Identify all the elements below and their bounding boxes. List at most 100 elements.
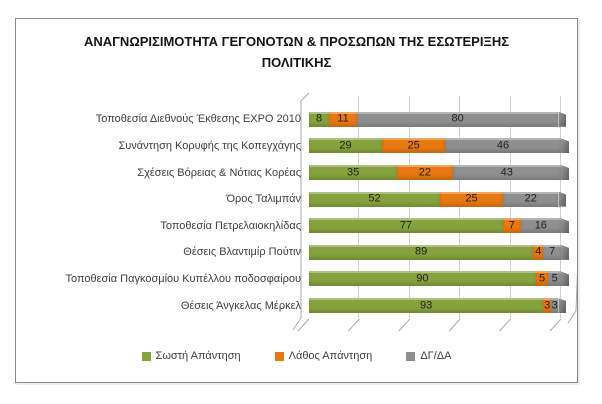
value-label: 7 [549, 245, 556, 258]
category-label: Θέσεις Βλαντιμίρ Πούτιν [183, 246, 301, 259]
bar-segment-correct: 29 [309, 138, 383, 154]
bar-row: 89 4 7 [309, 239, 569, 266]
bar-segment-dk-na: 46 [445, 138, 561, 154]
value-label: 43 [500, 166, 513, 179]
value-label: 29 [339, 139, 352, 152]
value-label: 77 [399, 219, 413, 232]
category-label: Σχέσεις Βόρειας & Νότιας Κορέας [137, 166, 301, 179]
legend-swatch-icon [406, 351, 416, 361]
category-label: Θέσεις Άνγκελας Μέρκελ [180, 299, 301, 312]
legend-label: Σωστή Απάντηση [155, 350, 241, 362]
value-label: 8 [316, 112, 323, 125]
bar-segment-dk-na: 43 [452, 165, 561, 181]
bar-row: 35 22 43 [309, 159, 569, 186]
bar-segment-wrong: 25 [382, 138, 446, 154]
bar-segment-dk-na: 7 [543, 244, 561, 260]
value-label: 93 [420, 299, 433, 312]
bar-row: 90 5 5 [309, 266, 569, 293]
value-label: 25 [465, 192, 478, 205]
bar-3d-cap [560, 218, 569, 234]
chart-title-text: ΑΝΑΓΝΩΡΙΣΙΜΟΤΗΤΑ ΓΕΓΟΝΟΤΩΝ & ΠΡΟΣΩΠΩΝ ΤΗ… [83, 34, 510, 70]
value-label: 5 [551, 272, 558, 285]
value-label: 22 [524, 192, 537, 205]
bar-segment-wrong: 5 [535, 271, 549, 287]
gridline [358, 96, 360, 318]
value-label: 7 [508, 219, 515, 232]
bar-row: 29 25 46 [309, 133, 569, 160]
value-label: 80 [451, 112, 464, 125]
bar-segment-dk-na: 22 [503, 191, 559, 207]
stacked-bar: 89 4 7 [309, 244, 569, 260]
bar-segment-correct: 89 [309, 244, 534, 260]
bar-segment-dk-na: 5 [548, 271, 561, 287]
value-label: 4 [535, 245, 542, 258]
legend-swatch-icon [274, 351, 284, 361]
bar-row: 52 25 22 [309, 186, 567, 213]
value-label: 35 [346, 166, 360, 179]
plot-area: 8 11 80 29 25 46 35 22 43 52 25 22 77 7 16 89 4 7 90 5 5 93 3 3 [309, 96, 569, 319]
value-label: 52 [368, 192, 381, 205]
value-label: 46 [496, 139, 510, 152]
stacked-bar: 29 25 46 [309, 138, 569, 154]
value-label: 90 [416, 272, 429, 285]
stacked-bar: 77 7 16 [309, 218, 569, 234]
bar-row: 77 7 16 [309, 212, 569, 239]
value-label: 3 [544, 299, 551, 312]
bar-segment-dk-na: 3 [550, 298, 559, 314]
bar-segment-correct: 52 [309, 191, 441, 207]
bar-segment-wrong: 4 [533, 244, 544, 260]
bar-segment-correct: 8 [309, 111, 330, 127]
gridline [459, 96, 461, 318]
value-label: 11 [337, 112, 349, 125]
gridline [509, 96, 511, 318]
gridline [408, 96, 410, 318]
bar-segment-correct: 90 [309, 271, 536, 287]
stacked-bar: 52 25 22 [309, 191, 567, 207]
legend-item: Λάθος Απάντηση [274, 350, 373, 362]
legend-item: ΔΓ/ΔΑ [406, 350, 451, 362]
bar-segment-wrong: 22 [397, 165, 453, 181]
bar-3d-cap [558, 298, 567, 314]
category-label: Τοποθεσία Διεθνούς Έκθεσης EXPO 2010 [95, 113, 301, 126]
bar-segment-dk-na: 80 [356, 111, 559, 127]
value-label: 22 [418, 166, 432, 179]
stacked-bar: 8 11 80 [309, 111, 567, 127]
stacked-bar: 90 5 5 [309, 271, 569, 287]
bar-row: 8 11 80 [309, 106, 567, 133]
category-label: Όρος Ταλιμπάν [226, 193, 302, 206]
bar-segment-correct: 93 [309, 298, 544, 314]
bar-3d-cap [560, 244, 569, 260]
legend-swatch-icon [141, 351, 151, 361]
category-label: Τοποθεσία Πετρελαιοκηλίδας [160, 219, 301, 232]
value-label: 3 [551, 299, 558, 312]
bar-row: 93 3 3 [309, 292, 567, 319]
bar-segment-wrong: 7 [503, 218, 521, 234]
bar-segment-wrong: 25 [440, 191, 504, 207]
legend: Σωστή Απάντηση Λάθος Απάντηση ΔΓ/ΔΑ [16, 350, 577, 362]
bar-segment-dk-na: 16 [520, 218, 561, 234]
bar-segment-correct: 77 [309, 218, 504, 234]
legend-label: ΔΓ/ΔΑ [420, 350, 452, 362]
bar-segment-wrong: 11 [329, 111, 357, 127]
bar-3d-cap [560, 165, 569, 181]
category-label: Τοποθεσία Παγκοσμίου Κυπέλλου ποδοσφαίρο… [65, 272, 301, 285]
category-label: Συνάντηση Κορυφής της Κοπεγχάγης [118, 139, 301, 152]
bar-3d-cap [558, 191, 567, 207]
value-label: 5 [539, 272, 546, 285]
stacked-bar: 93 3 3 [309, 298, 567, 314]
stacked-bar: 35 22 43 [309, 165, 569, 181]
value-label: 25 [407, 139, 420, 152]
value-label: 16 [534, 219, 547, 232]
bar-segment-wrong: 3 [543, 298, 551, 314]
bar-3d-cap [560, 138, 569, 154]
chart-title: ΑΝΑΓΝΩΡΙΣΙΜΟΤΗΤΑ ΓΕΓΟΝΟΤΩΝ & ΠΡΟΣΩΠΩΝ ΤΗ… [16, 32, 577, 74]
legend-item: Σωστή Απάντηση [141, 350, 241, 362]
value-label: 89 [415, 245, 428, 258]
bar-3d-cap [560, 271, 569, 287]
chart-frame: ΑΝΑΓΝΩΡΙΣΙΜΟΤΗΤΑ ΓΕΓΟΝΟΤΩΝ & ΠΡΟΣΩΠΩΝ ΤΗ… [15, 18, 578, 383]
legend-label: Λάθος Απάντηση [288, 350, 373, 362]
bar-segment-correct: 35 [309, 165, 398, 181]
gridline [560, 96, 561, 318]
bar-3d-cap [558, 111, 567, 127]
